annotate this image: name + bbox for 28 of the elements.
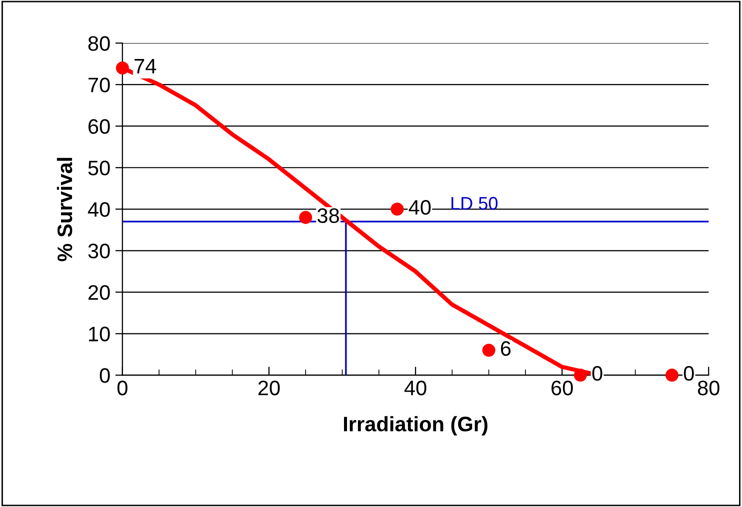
- x-axis-title: Irradiation (Gr): [344, 416, 488, 436]
- point: [116, 61, 129, 75]
- y-tick-label: 80: [88, 36, 110, 51]
- x-tick-label: 0: [117, 380, 128, 396]
- y-tick-label: 40: [88, 202, 110, 217]
- point: [390, 202, 404, 216]
- y-tick-label: 60: [88, 119, 110, 134]
- y-tick-label: 20: [88, 285, 110, 300]
- data-label: 74: [134, 59, 156, 74]
- y-tick-label: 10: [89, 326, 110, 342]
- point: [482, 344, 496, 357]
- x-tick-label: 80: [698, 380, 720, 396]
- x-tick-label: 20: [258, 380, 280, 396]
- point: [299, 210, 312, 224]
- data-label: 6: [500, 341, 511, 356]
- x-tick-label: 60: [552, 380, 573, 396]
- y-tick-label: 50: [88, 160, 110, 176]
- point: [574, 368, 587, 382]
- data-label: 40: [408, 200, 431, 215]
- y-tick-label: 0: [100, 368, 110, 383]
- point: [665, 368, 678, 382]
- y-axis-title: % Survival: [56, 158, 72, 262]
- x-tick-label: 40: [404, 380, 426, 396]
- ref-line-label: LD 50: [452, 196, 498, 210]
- y-tick-label: 70: [88, 78, 110, 92]
- y-tick-label: 30: [88, 244, 110, 258]
- data-label: 38: [318, 208, 339, 224]
- data-label: 0: [684, 366, 694, 381]
